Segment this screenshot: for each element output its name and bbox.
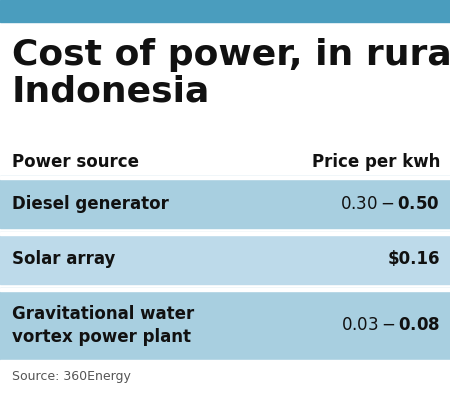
Bar — [0, 360, 450, 363]
Text: $0.03-$0.08: $0.03-$0.08 — [341, 316, 440, 335]
Bar — [0, 176, 450, 228]
Bar — [0, 288, 450, 291]
Text: $0.30-$0.50: $0.30-$0.50 — [340, 195, 440, 212]
Bar — [0, 232, 450, 284]
Bar — [0, 0, 450, 22]
Text: Price per kwh: Price per kwh — [311, 153, 440, 171]
Text: Power source: Power source — [12, 153, 139, 171]
Text: Cost of power, in rural
Indonesia: Cost of power, in rural Indonesia — [12, 38, 450, 109]
Text: Gravitational water
vortex power plant: Gravitational water vortex power plant — [12, 305, 194, 346]
Bar — [0, 232, 450, 235]
Bar — [0, 288, 450, 360]
Text: Diesel generator: Diesel generator — [12, 195, 169, 212]
Text: Solar array: Solar array — [12, 251, 115, 268]
Text: $0.16: $0.16 — [387, 251, 440, 268]
Text: Source: 360Energy: Source: 360Energy — [12, 370, 131, 383]
Bar — [0, 176, 450, 179]
